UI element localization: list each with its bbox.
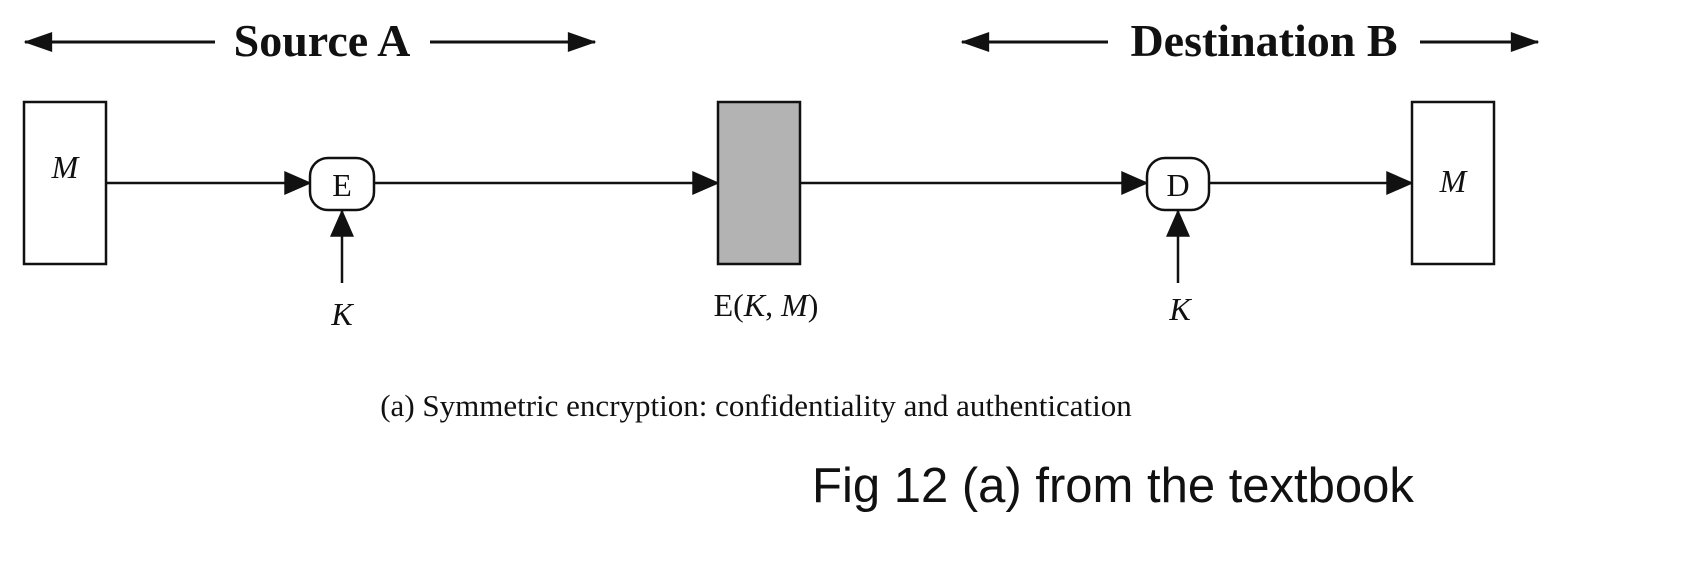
decrypt-key-label: K bbox=[1168, 291, 1192, 327]
encrypt-node-label: E bbox=[332, 167, 352, 203]
source-span: Source A bbox=[23, 15, 597, 66]
decrypt-node-label: D bbox=[1166, 167, 1189, 203]
destination-message-box bbox=[1410, 100, 1496, 266]
figure-note: Fig 12 (a) from the textbook bbox=[812, 459, 1414, 513]
destination-message-label: M bbox=[1439, 163, 1469, 199]
figure-caption: (a) Symmetric encryption: confidentialit… bbox=[380, 388, 1132, 423]
ciphertext-label: E(K, M) bbox=[714, 287, 819, 323]
destination-span: Destination B bbox=[960, 15, 1540, 66]
source-message-label: M bbox=[51, 149, 81, 185]
destination-label: Destination B bbox=[1130, 15, 1397, 66]
source-message-box bbox=[22, 100, 108, 266]
source-label: Source A bbox=[234, 15, 411, 66]
encrypt-key-label: K bbox=[330, 296, 354, 332]
ciphertext-block bbox=[716, 100, 802, 266]
